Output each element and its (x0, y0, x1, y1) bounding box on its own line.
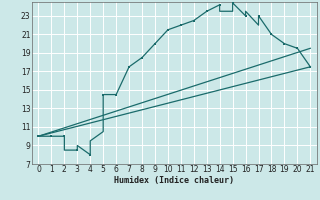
X-axis label: Humidex (Indice chaleur): Humidex (Indice chaleur) (115, 176, 234, 185)
